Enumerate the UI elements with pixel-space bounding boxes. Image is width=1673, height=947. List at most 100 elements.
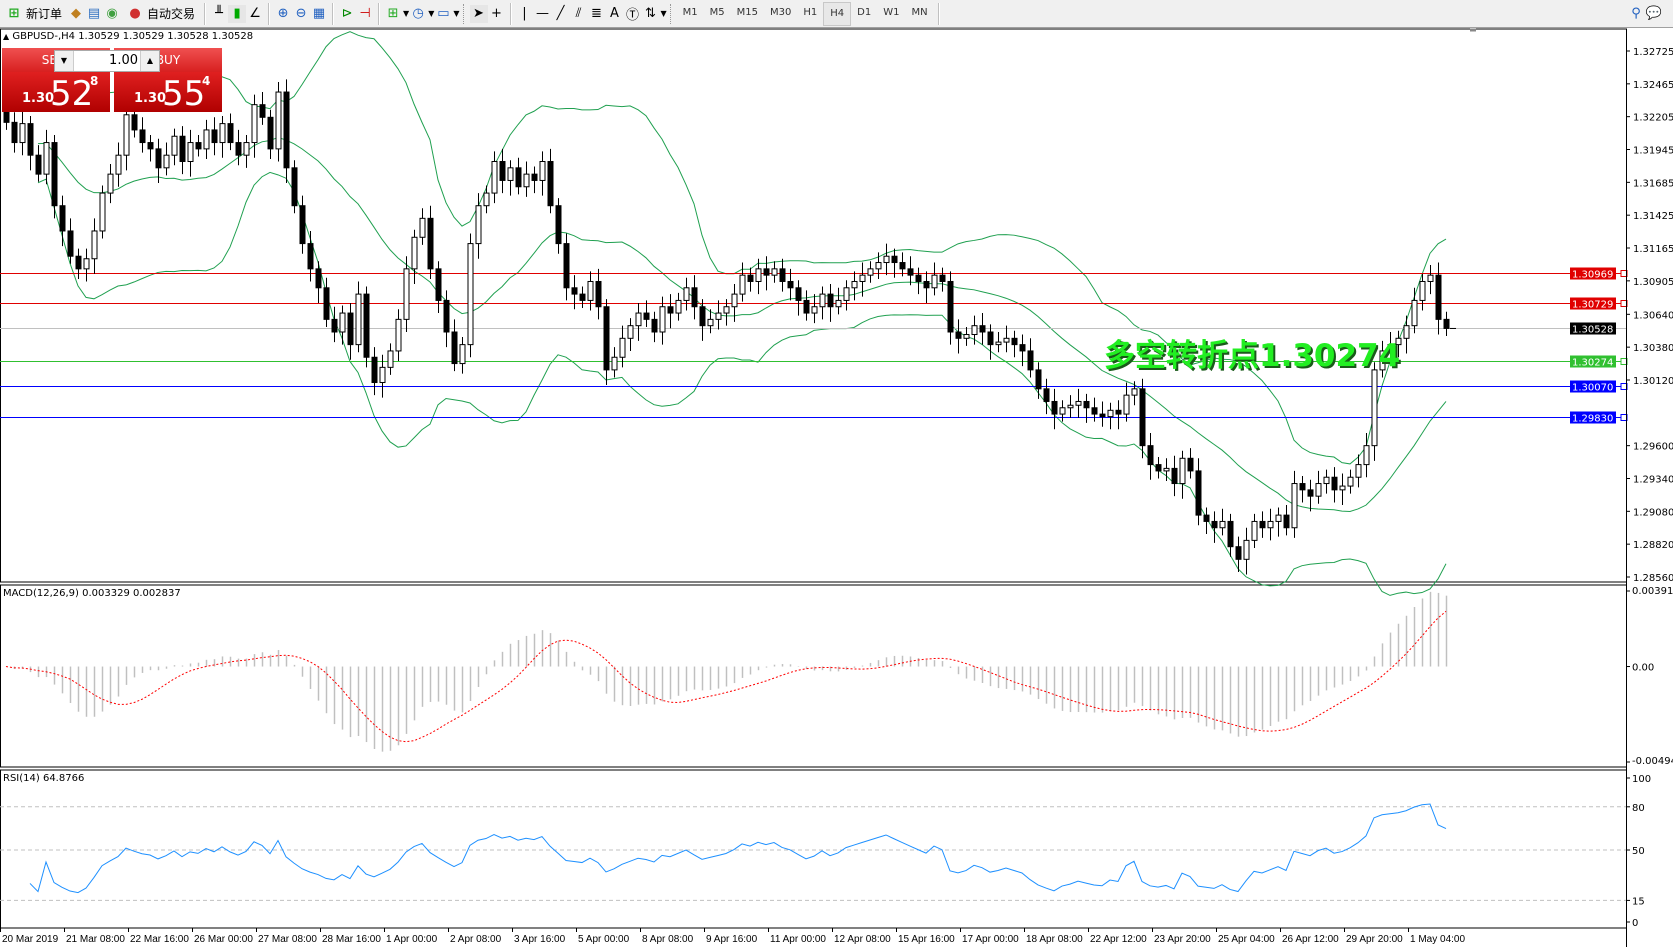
chart-shift-icon[interactable]: ⊣ bbox=[359, 6, 371, 21]
new-order-button[interactable]: ⊞ 新订单 bbox=[0, 2, 67, 26]
vertical-line-icon[interactable]: | bbox=[522, 6, 527, 21]
lot-increase-button[interactable]: ▲ bbox=[140, 51, 159, 71]
bull-candle bbox=[635, 312, 642, 327]
lot-input[interactable]: 1.00 bbox=[74, 51, 140, 71]
timeframe-m1[interactable]: M1 bbox=[682, 7, 698, 18]
macd-tick-label: -0.004944 bbox=[1632, 756, 1673, 767]
collapse-arrow-icon[interactable]: ▲ bbox=[3, 32, 10, 41]
candlestick-chart-icon[interactable]: ▮ bbox=[228, 4, 247, 23]
pivot-annotation[interactable]: 多空转折点1.30274 bbox=[1104, 338, 1401, 374]
bear-candle bbox=[795, 287, 802, 301]
level-label: 1.30729 bbox=[1572, 300, 1613, 311]
sell-price-fraction: 8 bbox=[90, 74, 99, 88]
horizontal-line-icon[interactable]: — bbox=[536, 6, 549, 21]
level-label: 1.29830 bbox=[1572, 414, 1613, 425]
price-tick-label: 1.28820 bbox=[1633, 540, 1673, 551]
bear-candle bbox=[315, 268, 322, 289]
templates-icon[interactable]: ▭ bbox=[437, 6, 450, 21]
zoom-out-icon[interactable]: ⊖ bbox=[295, 6, 307, 21]
bear-candle bbox=[1115, 409, 1122, 415]
indicators-icon[interactable]: ⊞ bbox=[387, 6, 399, 21]
bar-chart-icon[interactable]: ╨ bbox=[215, 6, 223, 21]
chevron-down-icon[interactable]: ▼ bbox=[403, 9, 410, 18]
text-icon[interactable]: A bbox=[610, 6, 619, 21]
one-click-trading-panel: SELL BUY ▼ 1.00 ▲ 1.30 52 8 1.30 55 4 bbox=[2, 48, 223, 112]
time-tick-label: 12 Apr 08:00 bbox=[834, 934, 891, 945]
bull-candle bbox=[627, 325, 634, 339]
bull-candle bbox=[835, 299, 842, 308]
main-pane[interactable] bbox=[0, 28, 1627, 583]
price-tick-label: 1.31425 bbox=[1633, 211, 1673, 222]
sell-price[interactable]: 1.30 52 8 bbox=[2, 72, 110, 112]
bull-candle bbox=[611, 356, 618, 371]
lot-decrease-button[interactable]: ▼ bbox=[55, 51, 74, 71]
price-tick-label: 1.31165 bbox=[1633, 244, 1673, 255]
arrows-icon[interactable]: ⇅ bbox=[645, 6, 656, 21]
timeframe-m5[interactable]: M5 bbox=[709, 7, 725, 18]
toolbar-separator bbox=[378, 2, 381, 25]
bull-candle bbox=[1419, 280, 1426, 301]
text-label-icon[interactable]: Ⓣ bbox=[625, 8, 639, 23]
fibonacci-icon[interactable]: ≣ bbox=[591, 6, 602, 21]
timeframe-mn[interactable]: MN bbox=[911, 7, 928, 18]
bear-candle bbox=[827, 293, 834, 308]
rsi-tick-label: 100 bbox=[1632, 774, 1651, 785]
bull-candle bbox=[875, 262, 882, 270]
periods-clock-icon[interactable]: ◷ bbox=[412, 6, 424, 21]
auto-trading-icon: ● bbox=[129, 6, 141, 21]
timeframe-h4[interactable]: H4 bbox=[823, 1, 852, 26]
price-tick-label: 1.29600 bbox=[1633, 442, 1673, 453]
rsi-tick-label: 80 bbox=[1632, 803, 1645, 814]
equidistant-channel-icon[interactable]: ⫽ bbox=[575, 6, 582, 21]
rsi-pane[interactable] bbox=[0, 769, 1627, 929]
rsi-tick-label: 50 bbox=[1632, 846, 1645, 857]
timeframe-d1[interactable]: D1 bbox=[857, 7, 872, 18]
bull-candle bbox=[1355, 464, 1362, 478]
macd-pane[interactable] bbox=[0, 584, 1627, 768]
time-tick-label: 23 Apr 20:00 bbox=[1154, 934, 1211, 945]
search-icon[interactable]: ⚲ bbox=[1631, 6, 1641, 21]
trendline-icon[interactable]: ╱ bbox=[556, 6, 565, 21]
bull-candle bbox=[843, 287, 850, 301]
bull-candle bbox=[811, 306, 818, 314]
bull-candle bbox=[1275, 514, 1282, 522]
time-tick-label: 29 Apr 20:00 bbox=[1346, 934, 1403, 945]
bear-candle bbox=[691, 287, 698, 308]
market-watch-icon[interactable]: ◆ bbox=[71, 6, 82, 21]
rsi-tick-label: 0 bbox=[1632, 918, 1638, 929]
crosshair-icon[interactable]: + bbox=[491, 6, 502, 21]
navigator-icon[interactable]: ▤ bbox=[87, 6, 101, 21]
bear-candle bbox=[563, 243, 570, 289]
bull-candle bbox=[819, 293, 826, 308]
toolbar-separator bbox=[268, 2, 271, 25]
auto-scroll-icon[interactable]: ⊳ bbox=[341, 6, 353, 21]
bear-candle bbox=[1147, 445, 1154, 466]
toolbar-separator bbox=[332, 2, 335, 25]
bull-candle bbox=[867, 268, 874, 276]
bear-candle bbox=[1299, 483, 1306, 491]
timeframe-h1[interactable]: H1 bbox=[803, 7, 818, 18]
bull-candle bbox=[1371, 369, 1378, 447]
zoom-in-icon[interactable]: ⊕ bbox=[277, 6, 289, 21]
chevron-down-icon[interactable]: ▼ bbox=[428, 9, 435, 18]
bear-candle bbox=[211, 129, 218, 144]
timeframe-m15[interactable]: M15 bbox=[736, 7, 759, 18]
signals-icon[interactable]: ◉ bbox=[106, 6, 118, 21]
chat-icon[interactable]: 💬 bbox=[1645, 6, 1663, 21]
chevron-down-icon[interactable]: ▼ bbox=[453, 9, 460, 18]
bull-candle bbox=[1003, 337, 1010, 343]
bull-candle bbox=[1323, 476, 1330, 485]
tile-windows-icon[interactable]: ▦ bbox=[312, 6, 326, 21]
time-tick-label: 26 Apr 12:00 bbox=[1282, 934, 1339, 945]
cursor-icon[interactable]: ➤ bbox=[469, 4, 488, 23]
bear-candle bbox=[499, 161, 506, 181]
bear-candle bbox=[1043, 388, 1050, 402]
line-chart-icon[interactable]: ∠ bbox=[249, 6, 261, 21]
auto-trading-button[interactable]: ● 自动交易 bbox=[121, 2, 200, 26]
timeframe-m30[interactable]: M30 bbox=[770, 7, 792, 18]
buy-price[interactable]: 1.30 55 4 bbox=[114, 72, 222, 112]
sell-price-prefix: 1.30 bbox=[22, 91, 55, 106]
timeframe-w1[interactable]: W1 bbox=[883, 7, 900, 18]
chevron-down-icon[interactable]: ▼ bbox=[660, 9, 667, 18]
